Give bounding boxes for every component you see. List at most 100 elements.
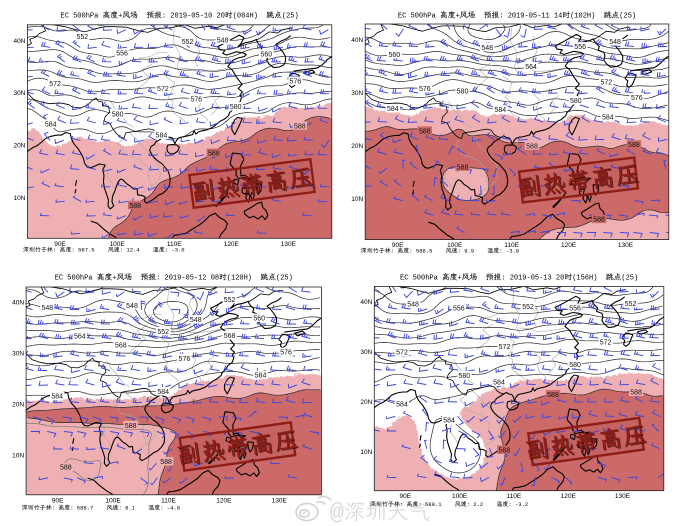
svg-text:552: 552 (76, 34, 88, 41)
svg-text:90E: 90E (400, 493, 412, 500)
svg-text:556: 556 (569, 306, 581, 313)
svg-text:584: 584 (396, 401, 408, 408)
svg-text:(25): (25) (276, 275, 293, 283)
svg-text:588: 588 (499, 447, 511, 454)
svg-text:EC 500hPa: EC 500hPa (55, 275, 93, 283)
svg-text:576: 576 (631, 95, 643, 102)
svg-text:: 9.9: : 9.9 (458, 248, 475, 255)
svg-text:40N: 40N (12, 300, 24, 307)
svg-text:588: 588 (526, 143, 538, 150)
svg-text:588: 588 (125, 423, 137, 430)
svg-text:572: 572 (499, 344, 511, 351)
svg-text:EC 500hPa: EC 500hPa (398, 13, 436, 21)
svg-text:556: 556 (116, 51, 128, 58)
svg-text:572: 572 (600, 79, 612, 86)
svg-text:572: 572 (49, 81, 61, 88)
svg-text:30N: 30N (351, 90, 363, 97)
svg-text:EC 500hPa: EC 500hPa (400, 275, 438, 283)
svg-text:(084H): (084H) (233, 13, 258, 21)
svg-text:120E: 120E (216, 497, 232, 504)
svg-text:110E: 110E (161, 497, 176, 504)
svg-text:588: 588 (294, 123, 306, 130)
svg-text:572: 572 (157, 86, 169, 93)
svg-text:576: 576 (419, 86, 431, 93)
svg-text:584: 584 (51, 393, 63, 400)
svg-text:552: 552 (224, 297, 236, 304)
svg-text:: 589.1: : 589.1 (418, 501, 442, 508)
svg-text:548: 548 (407, 302, 419, 309)
svg-text:: 2019-05-12 08: : 2019-05-12 08 (156, 275, 219, 283)
svg-text:584: 584 (156, 133, 168, 140)
svg-text:548: 548 (126, 303, 138, 310)
svg-text:584: 584 (387, 106, 399, 113)
svg-text:: 2019-05-11 14: : 2019-05-11 14 (499, 13, 562, 21)
svg-text:20N: 20N (360, 399, 372, 406)
svg-text:580: 580 (458, 373, 470, 380)
svg-text:580: 580 (570, 98, 582, 105)
svg-text:90E: 90E (392, 242, 404, 249)
svg-text:552: 552 (182, 39, 194, 46)
svg-text:20N: 20N (351, 143, 363, 150)
svg-text:552: 552 (157, 329, 169, 336)
svg-text:: 588.5: : 588.5 (409, 248, 432, 255)
svg-text:548: 548 (609, 39, 621, 46)
svg-text:580: 580 (457, 89, 469, 96)
svg-text:552: 552 (625, 301, 637, 308)
svg-text:564: 564 (525, 64, 537, 71)
svg-text:+: + (118, 13, 122, 21)
svg-text:: -3.9: : -3.9 (499, 248, 519, 255)
svg-text:20N: 20N (13, 143, 25, 150)
svg-text:100E: 100E (452, 493, 468, 500)
svg-text:(102H): (102H) (570, 13, 595, 21)
svg-text:576: 576 (190, 96, 202, 103)
svg-text:: 2.2: : 2.2 (467, 501, 484, 508)
svg-text:584: 584 (443, 418, 455, 425)
svg-text:556: 556 (453, 306, 465, 313)
svg-text:130E: 130E (281, 241, 297, 248)
svg-text:548: 548 (481, 45, 493, 52)
svg-text:10N: 10N (351, 196, 363, 203)
svg-text:(156H): (156H) (572, 275, 597, 283)
svg-text:EC 500hPa: EC 500hPa (61, 13, 99, 21)
svg-text:560: 560 (388, 52, 400, 59)
svg-text:40N: 40N (13, 38, 25, 45)
svg-text:30N: 30N (360, 349, 372, 356)
svg-text:+: + (112, 275, 116, 283)
svg-text:584: 584 (45, 121, 57, 128)
svg-text:564: 564 (74, 334, 86, 341)
svg-text:90E: 90E (52, 497, 64, 504)
svg-text:576: 576 (179, 356, 191, 363)
svg-text:(25): (25) (282, 13, 299, 21)
svg-text:: -3.2: : -3.2 (508, 501, 528, 508)
svg-text:588: 588 (547, 392, 559, 399)
svg-text::: : (53, 247, 56, 254)
svg-text:10N: 10N (12, 453, 24, 460)
svg-text:120E: 120E (561, 493, 577, 500)
svg-text:(25): (25) (621, 275, 638, 283)
svg-text:: 12.4: : 12.4 (120, 247, 141, 254)
svg-text::: : (391, 248, 394, 255)
svg-text:100E: 100E (110, 241, 126, 248)
svg-text:588: 588 (208, 151, 220, 158)
svg-text:548: 548 (41, 305, 53, 312)
svg-text:588: 588 (457, 165, 469, 172)
svg-text:: -3.0: : -3.0 (165, 247, 185, 254)
svg-text:588: 588 (630, 390, 642, 397)
svg-text:40N: 40N (360, 299, 372, 306)
svg-text:572: 572 (600, 340, 612, 347)
svg-text:584: 584 (494, 107, 506, 114)
svg-text:572: 572 (396, 350, 408, 357)
svg-text:110E: 110E (507, 493, 522, 500)
svg-text:100E: 100E (106, 497, 122, 504)
svg-text:+: + (458, 275, 462, 283)
svg-text:+: + (456, 13, 460, 21)
svg-text:110E: 110E (167, 241, 182, 248)
svg-text:10N: 10N (360, 449, 372, 456)
svg-text:130E: 130E (272, 497, 288, 504)
svg-text:100E: 100E (447, 242, 463, 249)
svg-text:120E: 120E (224, 241, 240, 248)
svg-text:: 2019-05-10 20: : 2019-05-10 20 (162, 13, 225, 21)
svg-text:548: 548 (190, 317, 202, 324)
svg-text:576: 576 (290, 79, 302, 86)
svg-text:568: 568 (224, 333, 236, 340)
